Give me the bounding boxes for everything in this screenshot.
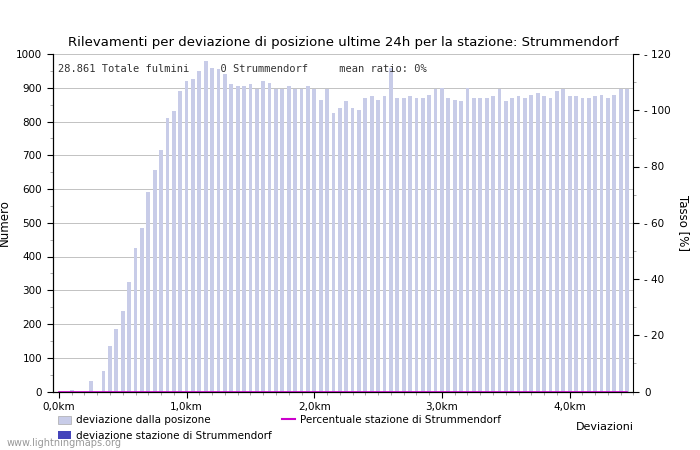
Text: Deviazioni: Deviazioni	[575, 422, 634, 432]
Bar	[625, 90, 629, 392]
Bar	[274, 90, 278, 392]
Bar	[89, 382, 92, 392]
Bar	[510, 98, 514, 392]
Bar	[414, 98, 419, 392]
Legend: deviazione dalla posizone, deviazione stazione di Strummendorf, Percentuale staz: deviazione dalla posizone, deviazione st…	[54, 411, 505, 445]
Bar	[70, 391, 74, 392]
Bar	[121, 310, 125, 392]
Bar	[165, 118, 169, 392]
Bar	[402, 98, 405, 392]
Bar	[223, 74, 227, 392]
Bar	[114, 329, 118, 392]
Bar	[287, 86, 290, 392]
Bar	[561, 90, 565, 392]
Bar	[134, 248, 137, 392]
Bar	[185, 81, 188, 392]
Bar	[612, 94, 616, 392]
Text: 28.861 Totale fulmini     0 Strummendorf     mean ratio: 0%: 28.861 Totale fulmini 0 Strummendorf mea…	[58, 64, 427, 74]
Bar	[204, 61, 208, 392]
Bar	[491, 96, 495, 392]
Bar	[236, 86, 239, 392]
Bar	[332, 113, 335, 392]
Bar	[127, 282, 131, 392]
Bar	[498, 90, 501, 392]
Bar	[421, 98, 425, 392]
Bar	[281, 90, 284, 392]
Bar	[338, 108, 342, 392]
Bar	[267, 83, 272, 392]
Bar	[504, 101, 508, 392]
Bar	[159, 150, 163, 392]
Bar	[153, 171, 157, 392]
Bar	[484, 98, 489, 392]
Bar	[587, 98, 591, 392]
Bar	[312, 90, 316, 392]
Bar	[440, 88, 444, 392]
Bar	[574, 96, 578, 392]
Bar	[306, 86, 310, 392]
Bar	[197, 71, 202, 392]
Bar	[108, 346, 112, 392]
Bar	[594, 96, 597, 392]
Bar	[344, 101, 348, 392]
Bar	[459, 101, 463, 392]
Bar	[318, 99, 323, 392]
Bar	[606, 98, 610, 392]
Bar	[517, 96, 521, 392]
Bar	[395, 98, 399, 392]
Bar	[478, 98, 482, 392]
Bar	[370, 96, 374, 392]
Bar	[389, 68, 393, 392]
Bar	[255, 90, 259, 392]
Bar	[619, 90, 622, 392]
Bar	[172, 112, 176, 392]
Bar	[568, 96, 572, 392]
Bar	[191, 79, 195, 391]
Bar	[427, 94, 431, 392]
Bar	[542, 96, 546, 392]
Bar	[529, 94, 533, 392]
Bar	[248, 85, 252, 392]
Bar	[210, 68, 214, 392]
Bar	[300, 90, 303, 392]
Title: Rilevamenti per deviazione di posizione ultime 24h per la stazione: Strummendorf: Rilevamenti per deviazione di posizione …	[68, 36, 618, 49]
Bar	[549, 98, 552, 392]
Bar	[140, 228, 143, 392]
Bar	[242, 86, 246, 392]
Bar	[216, 69, 221, 392]
Bar	[146, 193, 150, 392]
Bar	[555, 91, 559, 392]
Y-axis label: Numero: Numero	[0, 199, 10, 246]
Bar	[453, 99, 456, 392]
Bar	[293, 90, 297, 392]
Bar	[357, 110, 361, 392]
Bar	[102, 371, 106, 392]
Bar	[600, 94, 603, 392]
Bar	[472, 98, 476, 392]
Bar	[447, 98, 450, 392]
Bar	[408, 96, 412, 392]
Bar	[376, 99, 380, 392]
Bar	[466, 88, 470, 392]
Bar	[325, 90, 329, 392]
Bar	[383, 96, 386, 392]
Bar	[536, 93, 540, 392]
Bar	[178, 91, 182, 392]
Text: www.lightningmaps.org: www.lightningmaps.org	[7, 438, 122, 448]
Y-axis label: Tasso [%]: Tasso [%]	[677, 195, 690, 251]
Bar	[261, 81, 265, 392]
Bar	[580, 98, 584, 392]
Bar	[230, 85, 233, 392]
Bar	[523, 98, 527, 392]
Bar	[434, 90, 438, 392]
Bar	[351, 108, 354, 392]
Bar	[363, 98, 368, 392]
